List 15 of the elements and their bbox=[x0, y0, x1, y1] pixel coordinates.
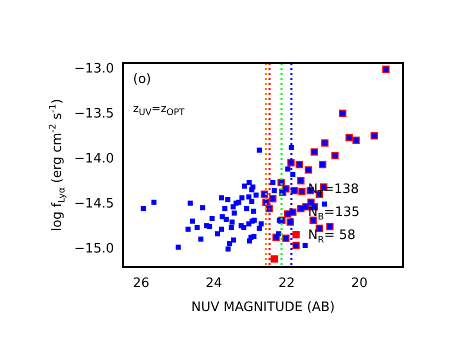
annotation: (o) bbox=[133, 72, 152, 87]
annotation: N$_{R}$= 58 bbox=[308, 228, 356, 246]
y-tick-label: −15.0 bbox=[74, 241, 114, 256]
point bbox=[292, 230, 300, 238]
point bbox=[270, 255, 278, 263]
x-axis-title: NUV MAGNITUDE (AB) bbox=[191, 300, 335, 315]
y-tick-label: −13.5 bbox=[74, 106, 114, 122]
y-tick-label: −14.5 bbox=[74, 196, 114, 212]
y-tick-label: −14.0 bbox=[74, 152, 114, 167]
x-tick-label: 26 bbox=[132, 276, 150, 292]
y-tick-label: −13.0 bbox=[74, 62, 114, 77]
x-tick-label: 24 bbox=[206, 276, 222, 292]
annotation: z$_{UV}$=z$_{OPT}$ bbox=[133, 102, 185, 118]
x-tick-label: 22 bbox=[278, 276, 295, 292]
x-tick-label: 20 bbox=[351, 276, 368, 292]
